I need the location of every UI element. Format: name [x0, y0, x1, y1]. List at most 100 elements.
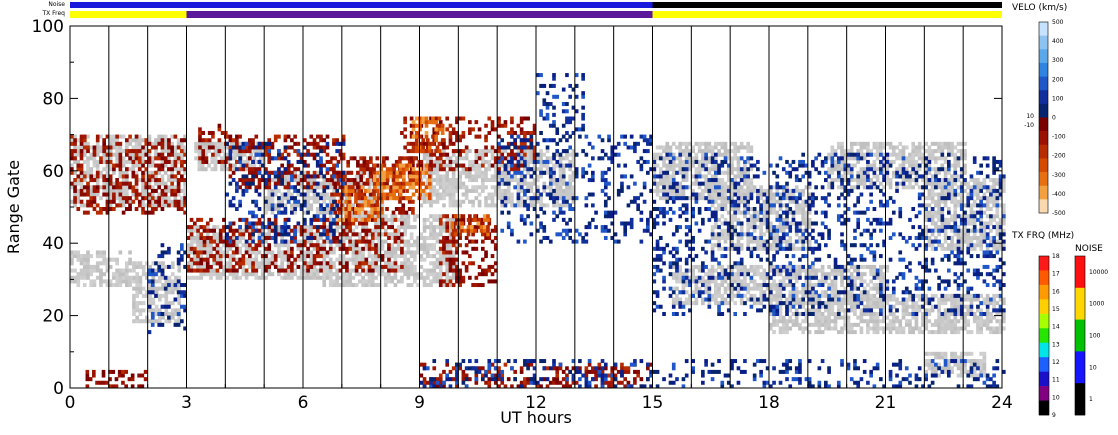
data-cell: [940, 297, 945, 302]
data-cell: [733, 188, 738, 193]
data-cell: [189, 261, 194, 266]
data-cell: [969, 235, 974, 240]
data-cell: [668, 192, 673, 197]
data-cell: [448, 243, 453, 248]
data-cell: [885, 167, 890, 172]
data-cell: [125, 185, 129, 190]
data-cell: [950, 188, 954, 193]
data-cell: [348, 235, 352, 240]
data-cell: [173, 185, 178, 190]
data-cell: [830, 272, 835, 277]
data-cell: [416, 250, 420, 255]
data-cell: [655, 163, 660, 168]
data-cell: [801, 319, 805, 324]
data-cell: [992, 243, 996, 248]
data-cell: [930, 322, 935, 327]
data-cell: [128, 268, 132, 273]
data-cell: [989, 235, 993, 240]
data-cell: [186, 246, 191, 251]
data-cell: [270, 210, 275, 215]
data-cell: [293, 272, 297, 277]
data-cell: [400, 214, 404, 219]
data-cell: [455, 203, 459, 208]
data-cell: [963, 228, 967, 233]
data-cell: [516, 178, 521, 183]
data-cell: [675, 156, 679, 161]
data-cell: [445, 192, 450, 197]
data-cell: [451, 159, 456, 164]
data-cell: [827, 319, 831, 324]
data-cell: [963, 170, 967, 175]
data-cell: [207, 163, 211, 168]
data-cell: [979, 319, 983, 324]
data-cell: [726, 232, 731, 237]
data-cell: [345, 196, 349, 201]
data-cell: [901, 330, 906, 335]
data-cell: [448, 185, 453, 190]
data-cell: [866, 170, 870, 175]
data-cell: [866, 326, 870, 331]
data-cell: [209, 268, 213, 273]
data-cell: [435, 196, 440, 201]
data-cell: [160, 134, 165, 139]
data-cell: [963, 188, 967, 193]
data-cell: [115, 192, 119, 197]
data-cell: [921, 152, 925, 157]
data-cell: [976, 181, 980, 186]
data-cell: [328, 279, 333, 284]
data-cell: [665, 181, 670, 186]
data-cell: [652, 163, 657, 168]
data-cell: [901, 301, 906, 306]
data-cell: [691, 290, 695, 295]
data-cell: [458, 199, 462, 204]
data-cell: [277, 250, 281, 255]
data-cell: [328, 196, 333, 201]
data-cell: [791, 221, 796, 226]
data-cell: [135, 272, 140, 277]
data-cell: [759, 232, 763, 237]
data-cell: [781, 315, 786, 320]
data-cell: [655, 185, 660, 190]
data-cell: [277, 188, 281, 193]
data-cell: [950, 319, 954, 324]
data-cell: [429, 232, 433, 237]
data-cell: [125, 275, 129, 280]
data-cell: [671, 272, 676, 277]
data-cell: [976, 243, 980, 248]
data-cell: [387, 261, 391, 266]
data-cell: [490, 196, 495, 201]
data-cell: [940, 221, 945, 226]
data-cell: [79, 257, 84, 262]
data-cell: [691, 163, 695, 168]
data-cell: [568, 181, 572, 186]
data-cell: [286, 268, 291, 273]
data-cell: [79, 145, 84, 150]
data-cell: [746, 185, 750, 190]
data-cell: [364, 272, 369, 277]
data-cell: [225, 261, 229, 266]
data-cell: [901, 149, 906, 154]
data-cell: [746, 141, 750, 146]
data-cell: [723, 286, 728, 291]
data-cell: [730, 156, 734, 161]
data-cell: [164, 293, 169, 298]
data-cell: [413, 239, 417, 244]
data-cell: [555, 181, 560, 186]
data-cell: [701, 152, 705, 157]
data-cell: [442, 181, 446, 186]
data-cell: [940, 149, 945, 154]
data-cell: [480, 170, 485, 175]
data-cell: [866, 319, 870, 324]
data-cell: [180, 188, 184, 193]
data-cell: [435, 257, 440, 262]
data-cell: [895, 145, 899, 150]
data-cell: [132, 319, 136, 324]
data-cell: [312, 275, 317, 280]
data-cell: [904, 145, 909, 150]
data-cell: [704, 279, 708, 284]
data-cell: [804, 279, 809, 284]
data-cell: [788, 326, 793, 331]
data-cell: [264, 261, 268, 266]
data-cell: [697, 159, 702, 164]
